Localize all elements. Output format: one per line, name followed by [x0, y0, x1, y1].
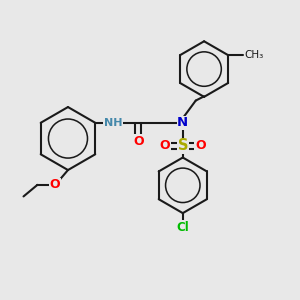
- Text: NH: NH: [103, 118, 122, 128]
- Text: O: O: [195, 140, 206, 152]
- Text: N: N: [177, 116, 188, 129]
- Text: S: S: [178, 139, 188, 154]
- Text: O: O: [133, 135, 144, 148]
- Text: Cl: Cl: [176, 220, 189, 233]
- Text: CH₃: CH₃: [244, 50, 263, 60]
- Text: O: O: [50, 178, 60, 191]
- Text: O: O: [160, 140, 170, 152]
